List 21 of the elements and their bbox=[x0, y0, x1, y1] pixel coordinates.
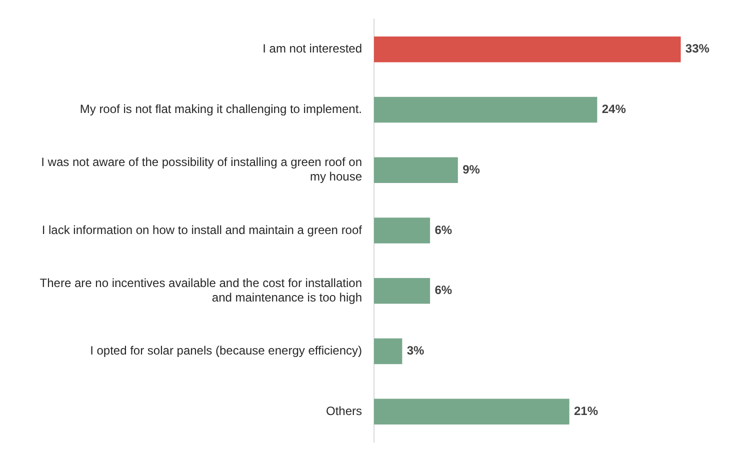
data-label: 6% bbox=[434, 222, 452, 237]
data-label: 3% bbox=[406, 344, 425, 358]
data-label: 24% bbox=[602, 102, 626, 116]
y-tick-label: There are no incentives available and the cost for installation and maintenance is too high bbox=[40, 276, 362, 304]
bar bbox=[374, 36, 681, 62]
y-tick-label: I lack information on how to install and maintain a green roof bbox=[42, 222, 363, 237]
y-tick-label: Others bbox=[326, 404, 362, 418]
bar bbox=[374, 157, 458, 183]
bar bbox=[374, 278, 430, 304]
bar bbox=[374, 218, 430, 244]
data-label: 21% bbox=[574, 404, 598, 418]
y-tick-label: I opted for solar panels (because energy efficiency) bbox=[90, 344, 362, 358]
bar bbox=[374, 398, 570, 424]
data-label: 6% bbox=[434, 283, 452, 298]
y-tick-label: I am not interested bbox=[262, 42, 362, 56]
data-label: 9% bbox=[462, 162, 480, 176]
bar bbox=[374, 338, 402, 364]
bar bbox=[374, 96, 598, 123]
y-tick-label: I was not aware of the possibility of installing a green roof on my house bbox=[41, 155, 362, 184]
data-label: 33% bbox=[685, 42, 710, 56]
y-tick-label: My roof is not flat making it challenging to implement. bbox=[80, 102, 362, 116]
